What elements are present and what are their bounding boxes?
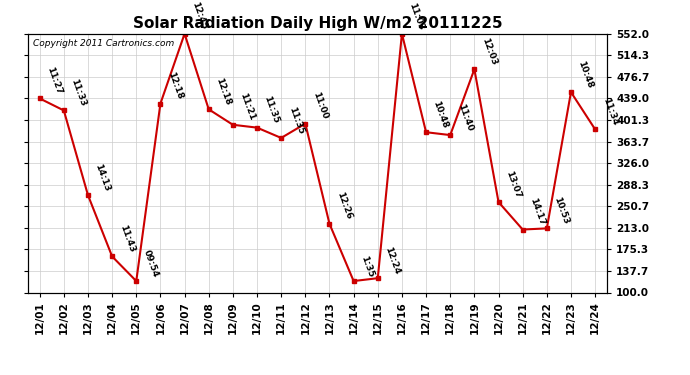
Text: 13:07: 13:07 bbox=[504, 169, 522, 199]
Text: 1:35: 1:35 bbox=[359, 254, 375, 278]
Text: 12:18: 12:18 bbox=[215, 76, 233, 106]
Text: 11:00: 11:00 bbox=[311, 91, 329, 121]
Text: 10:48: 10:48 bbox=[432, 99, 450, 129]
Text: 11:34: 11:34 bbox=[601, 96, 619, 127]
Text: 11:40: 11:40 bbox=[456, 102, 474, 132]
Text: 11:35: 11:35 bbox=[263, 95, 281, 125]
Text: 14:13: 14:13 bbox=[94, 162, 112, 192]
Title: Solar Radiation Daily High W/m2 20111225: Solar Radiation Daily High W/m2 20111225 bbox=[132, 16, 502, 31]
Text: 10:53: 10:53 bbox=[553, 196, 571, 226]
Text: Copyright 2011 Cartronics.com: Copyright 2011 Cartronics.com bbox=[33, 39, 175, 48]
Text: 11:35: 11:35 bbox=[287, 105, 305, 135]
Text: 12:18: 12:18 bbox=[166, 71, 184, 101]
Text: 12:24: 12:24 bbox=[384, 245, 402, 275]
Text: 11:27: 11:27 bbox=[46, 66, 63, 96]
Text: 11:43: 11:43 bbox=[118, 224, 136, 254]
Text: 09:54: 09:54 bbox=[142, 248, 160, 278]
Text: 11:21: 11:21 bbox=[239, 92, 257, 122]
Text: 12:26: 12:26 bbox=[335, 191, 353, 221]
Text: 12:45: 12:45 bbox=[190, 1, 208, 31]
Text: 11:03: 11:03 bbox=[408, 1, 426, 31]
Text: 12:03: 12:03 bbox=[480, 37, 498, 66]
Text: 10:48: 10:48 bbox=[577, 59, 595, 89]
Text: 11:33: 11:33 bbox=[70, 78, 88, 108]
Text: 14:17: 14:17 bbox=[529, 196, 546, 227]
